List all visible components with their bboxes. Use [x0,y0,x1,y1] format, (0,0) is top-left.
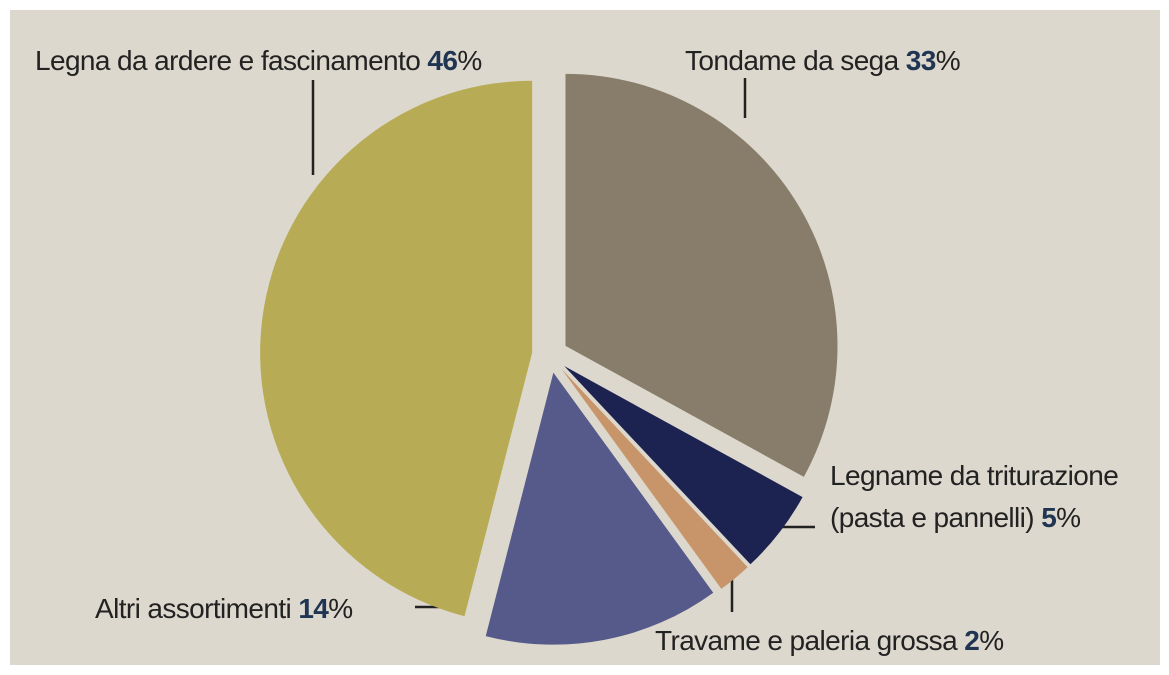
value-label: 33 [905,45,937,76]
pie-slice [564,366,803,565]
unit-label: % [1056,502,1081,533]
slice-label: Legna da ardere e fascinamento 46% [35,40,482,82]
unit-label: % [979,625,1004,656]
slice-label: Travame e paleria grossa 2% [655,620,1004,662]
slice-label: Legname da triturazione (pasta e pannell… [830,455,1169,539]
category-name: Legname da triturazione (pasta e pannell… [830,460,1119,533]
slice-label: Altri assortimenti 14% [95,588,353,630]
category-name: Legna da ardere e fascinamento [35,45,421,76]
category-name: Travame e paleria grossa [655,625,958,656]
value-label: 46 [427,45,458,76]
value-label: 14 [298,593,329,624]
pie-slice [485,372,714,645]
value-label: 5 [1041,502,1057,533]
category-name: Altri assortimenti [95,593,292,624]
pie-slice [260,80,533,617]
unit-label: % [935,45,961,76]
slice-label: Tondame da sega 33% [685,40,961,82]
pie-slice [565,73,838,477]
category-name: Tondame da sega [685,45,899,76]
unit-label: % [457,45,482,76]
pie-slice [561,368,748,589]
value-label: 2 [964,625,980,656]
unit-label: % [328,593,353,624]
